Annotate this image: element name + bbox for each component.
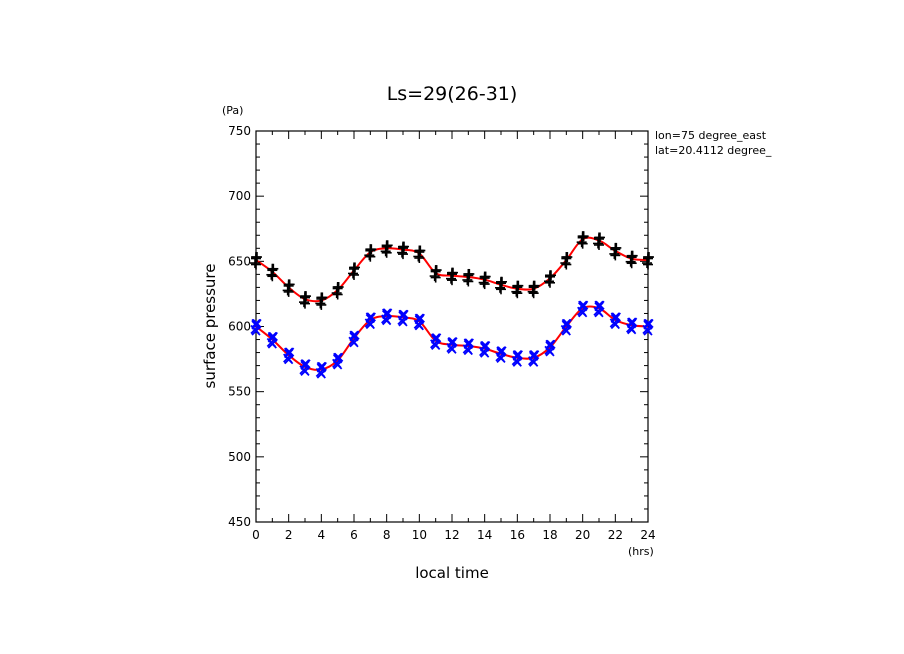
- axis-ticks: [255, 130, 649, 523]
- data-point: [593, 300, 605, 318]
- x-tick-label: 20: [575, 528, 590, 542]
- data-point: [413, 245, 426, 264]
- data-point: [315, 292, 328, 310]
- x-tick-label: 18: [542, 528, 557, 542]
- x-tick-label: 24: [640, 528, 655, 542]
- data-point: [609, 242, 622, 261]
- data-point: [527, 280, 540, 299]
- y-tick-label: 750: [228, 124, 251, 138]
- data-point: [593, 232, 605, 250]
- data-point: [315, 361, 327, 379]
- y-tick-label: 500: [228, 450, 251, 464]
- data-point: [381, 308, 393, 326]
- data-point: [266, 331, 278, 349]
- data-point: [446, 337, 458, 354]
- data-point: [544, 339, 556, 357]
- data-point: [479, 341, 491, 358]
- x-axis-label: local time: [415, 564, 489, 582]
- data-point: [560, 318, 572, 336]
- plot-frame: [255, 130, 649, 523]
- x-tick-label: 2: [285, 528, 293, 542]
- data-point: [577, 300, 589, 318]
- data-point: [250, 252, 262, 270]
- data-point: [511, 350, 523, 367]
- data-point: [250, 318, 262, 336]
- data-point: [299, 359, 311, 377]
- data-point: [462, 268, 475, 287]
- y-tick-label: 700: [228, 189, 251, 203]
- data-point: [446, 267, 458, 286]
- data-point: [348, 262, 360, 280]
- y-tick-label: 450: [228, 515, 251, 529]
- x-tick-label: 22: [608, 528, 623, 542]
- x-tick-label: 14: [477, 528, 492, 542]
- data-point: [642, 318, 654, 336]
- x-tick-label: 0: [252, 528, 260, 542]
- data-point: [266, 263, 279, 282]
- axis-tick-labels: 0 2 4 6 8 10 12 14 16 18 20 22 244505005506006507007…: [228, 124, 656, 542]
- data-point: [609, 312, 621, 330]
- fit-curve-2: [255, 305, 649, 371]
- y-tick-label: 600: [228, 320, 251, 334]
- x-tick-label: 8: [383, 528, 391, 542]
- data-point: [332, 352, 344, 370]
- data-point: [528, 350, 540, 367]
- data-point: [299, 291, 311, 309]
- x-unit-label: (hrs): [628, 545, 654, 558]
- chart-title: Ls=29(26-31): [387, 83, 518, 105]
- data-point: [348, 330, 360, 348]
- data-point: [576, 231, 589, 249]
- data-point: [495, 346, 507, 364]
- x-tick-label: 16: [510, 528, 525, 542]
- data-point: [331, 282, 344, 300]
- data-point: [283, 347, 295, 365]
- x-tick-label: 6: [350, 528, 358, 542]
- x-tick-label: 4: [318, 528, 326, 542]
- data-point: [625, 250, 638, 269]
- y-tick-label: 650: [228, 254, 251, 268]
- data-point: [560, 252, 573, 270]
- x-tick-label: 10: [412, 528, 427, 542]
- data-point: [430, 333, 442, 350]
- annotation-lat: lat=20.4112 degree_: [655, 144, 772, 157]
- data-point: [380, 240, 393, 258]
- data-point: [462, 338, 474, 356]
- data-point: [478, 271, 491, 290]
- y-tick-label: 550: [228, 385, 251, 399]
- data-point: [282, 279, 295, 297]
- data-point: [364, 312, 376, 330]
- data-point: [429, 265, 442, 283]
- annotation-lon: lon=75 degree_east: [655, 129, 767, 142]
- data-markers: [250, 231, 654, 379]
- data-point: [544, 270, 556, 288]
- x-tick-label: 12: [444, 528, 459, 542]
- data-point: [413, 313, 425, 331]
- data-point: [642, 252, 654, 270]
- y-unit-label: (Pa): [222, 104, 243, 117]
- data-point: [511, 280, 524, 299]
- data-point: [397, 309, 409, 327]
- data-point: [495, 276, 507, 295]
- data-point: [626, 317, 638, 335]
- y-axis-label: surface pressure: [201, 264, 219, 389]
- data-point: [364, 244, 377, 262]
- data-point: [397, 241, 409, 260]
